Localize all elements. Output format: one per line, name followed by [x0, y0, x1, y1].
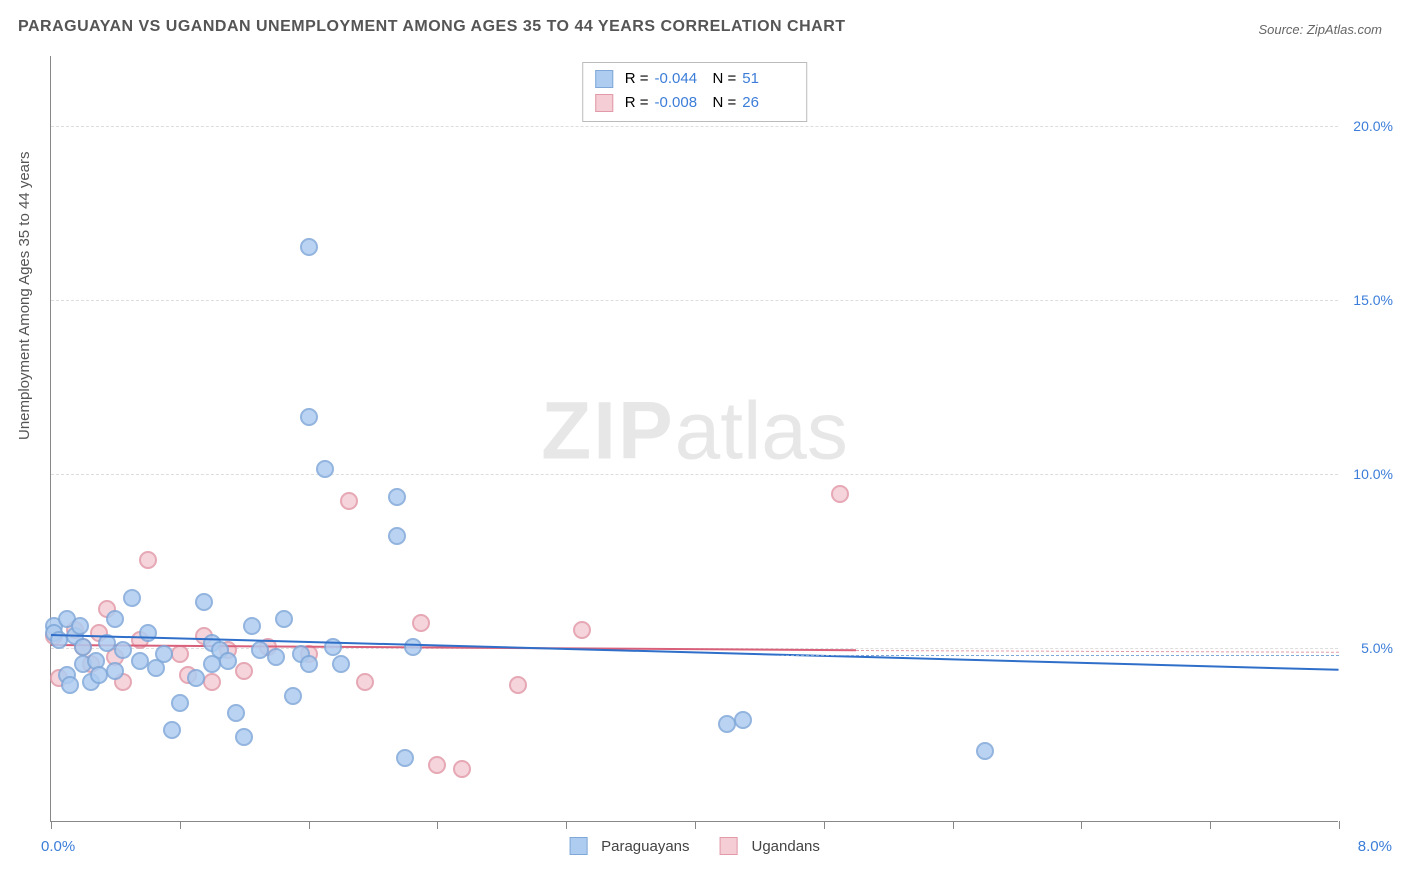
plot-area: ZIPatlas R = -0.044 N = 51 R = -0.008 N … [50, 56, 1338, 822]
scatter-point [396, 749, 414, 767]
scatter-point [171, 645, 189, 663]
scatter-point [404, 638, 422, 656]
y-tick-label: 10.0% [1353, 466, 1393, 482]
scatter-point [203, 673, 221, 691]
watermark: ZIPatlas [541, 384, 848, 478]
scatter-point [573, 621, 591, 639]
x-tick [824, 821, 825, 829]
scatter-point [235, 662, 253, 680]
swatch-icon [595, 70, 613, 88]
scatter-point [243, 617, 261, 635]
scatter-point [332, 655, 350, 673]
chart-title: PARAGUAYAN VS UGANDAN UNEMPLOYMENT AMONG… [18, 18, 846, 36]
x-tick [1210, 821, 1211, 829]
x-tick [1339, 821, 1340, 829]
scatter-point [388, 488, 406, 506]
scatter-point [356, 673, 374, 691]
scatter-point [187, 669, 205, 687]
x-tick [695, 821, 696, 829]
scatter-point [235, 728, 253, 746]
x-tick [51, 821, 52, 829]
y-axis-title: Unemployment Among Ages 35 to 44 years [16, 151, 33, 440]
stat-row: R = -0.008 N = 26 [595, 91, 795, 115]
legend: Paraguayans Ugandans [569, 837, 820, 855]
gridline [51, 474, 1338, 475]
scatter-point [139, 551, 157, 569]
source-credit: Source: ZipAtlas.com [1258, 22, 1382, 37]
legend-label: Ugandans [752, 838, 820, 855]
scatter-point [316, 460, 334, 478]
scatter-point [300, 238, 318, 256]
legend-item: Paraguayans [569, 837, 689, 855]
x-tick [566, 821, 567, 829]
scatter-point [155, 645, 173, 663]
scatter-point [428, 756, 446, 774]
scatter-point [114, 641, 132, 659]
swatch-icon [595, 94, 613, 112]
scatter-point [219, 652, 237, 670]
scatter-point [718, 715, 736, 733]
legend-label: Paraguayans [601, 838, 689, 855]
x-tick [437, 821, 438, 829]
scatter-point [412, 614, 430, 632]
y-tick-label: 15.0% [1353, 292, 1393, 308]
swatch-icon [569, 837, 587, 855]
scatter-point [388, 527, 406, 545]
scatter-point [139, 624, 157, 642]
stat-row: R = -0.044 N = 51 [595, 67, 795, 91]
scatter-point [61, 676, 79, 694]
x-tick [953, 821, 954, 829]
scatter-point [300, 408, 318, 426]
trend-extrapolation [776, 655, 1340, 656]
scatter-point [831, 485, 849, 503]
scatter-point [106, 610, 124, 628]
scatter-point [275, 610, 293, 628]
y-tick-label: 20.0% [1353, 118, 1393, 134]
scatter-point [267, 648, 285, 666]
scatter-point [163, 721, 181, 739]
scatter-point [509, 676, 527, 694]
x-tick [1081, 821, 1082, 829]
scatter-point [284, 687, 302, 705]
scatter-point [171, 694, 189, 712]
scatter-point [195, 593, 213, 611]
scatter-point [71, 617, 89, 635]
swatch-icon [720, 837, 738, 855]
x-axis-max-label: 8.0% [1358, 838, 1392, 855]
y-tick-label: 5.0% [1361, 640, 1393, 656]
scatter-point [453, 760, 471, 778]
scatter-point [300, 655, 318, 673]
legend-item: Ugandans [720, 837, 820, 855]
scatter-point [340, 492, 358, 510]
x-axis-min-label: 0.0% [41, 838, 75, 855]
x-tick [309, 821, 310, 829]
x-tick [180, 821, 181, 829]
gridline [51, 300, 1338, 301]
scatter-point [106, 662, 124, 680]
gridline [51, 126, 1338, 127]
trend-extrapolation [856, 650, 1339, 653]
scatter-point [123, 589, 141, 607]
scatter-point [227, 704, 245, 722]
scatter-point [976, 742, 994, 760]
correlation-stats-box: R = -0.044 N = 51 R = -0.008 N = 26 [582, 62, 808, 122]
scatter-point [734, 711, 752, 729]
